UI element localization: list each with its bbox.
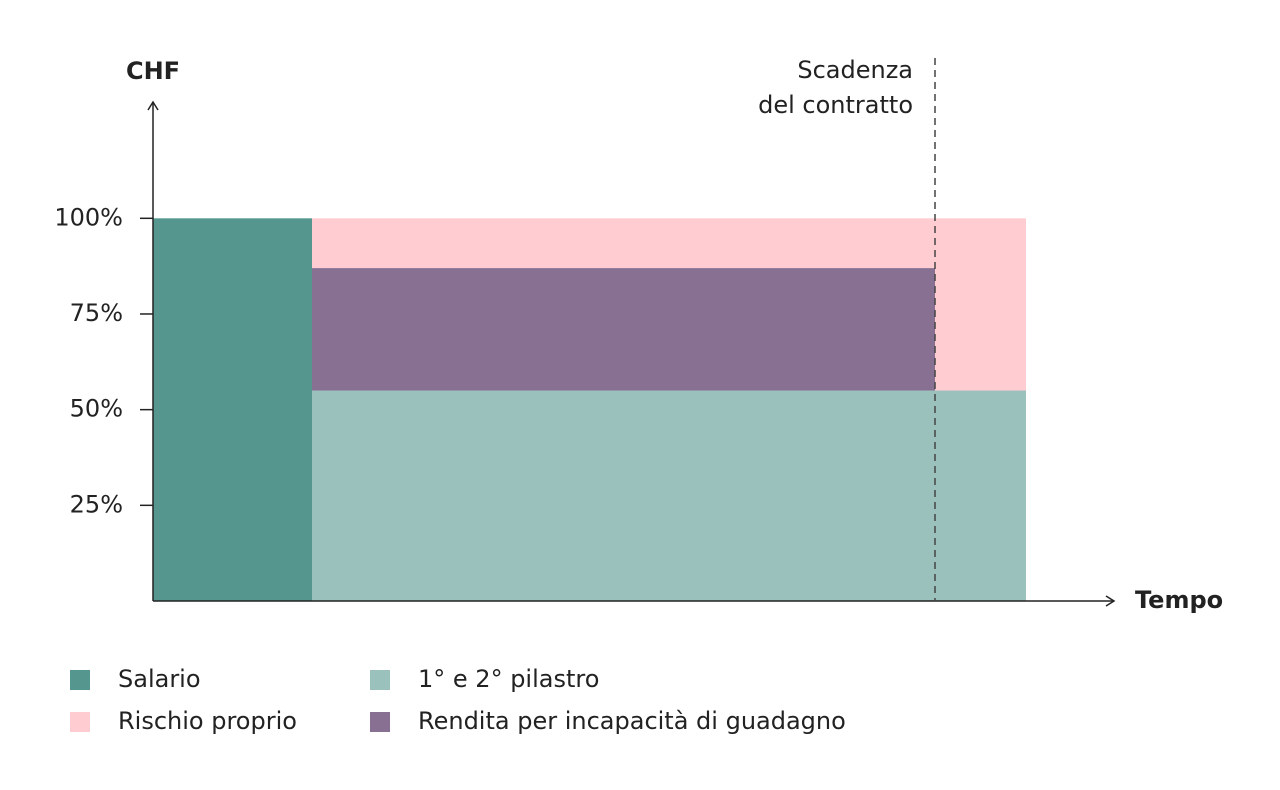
plot (153, 218, 1026, 602)
annotation: del contratto (758, 91, 913, 119)
y-tick-label: 25% (70, 490, 123, 518)
legend-label: Rischio proprio (118, 707, 297, 735)
legend-swatch (70, 670, 90, 690)
y-axis-label: CHF (126, 57, 180, 85)
y-tick-label: 50% (70, 395, 123, 423)
bar-segment (935, 390, 1026, 601)
legend-label: Salario (118, 665, 201, 693)
legend-swatch (370, 670, 390, 690)
y-tick-label: 100% (54, 203, 123, 231)
legend-label: 1° e 2° pilastro (418, 665, 599, 693)
bar-segment (312, 390, 935, 601)
x-axis-label: Tempo (1135, 586, 1223, 614)
y-tick-label: 75% (70, 299, 123, 327)
legend-swatch (370, 712, 390, 732)
bar-segment (153, 218, 312, 602)
legend-label: Rendita per incapacità di guadagno (418, 707, 846, 735)
annotation: Scadenza (797, 56, 913, 84)
legend-swatch (70, 712, 90, 732)
bar-segment (312, 268, 935, 391)
bar-segment (935, 218, 1026, 391)
bar-segment (312, 218, 935, 269)
